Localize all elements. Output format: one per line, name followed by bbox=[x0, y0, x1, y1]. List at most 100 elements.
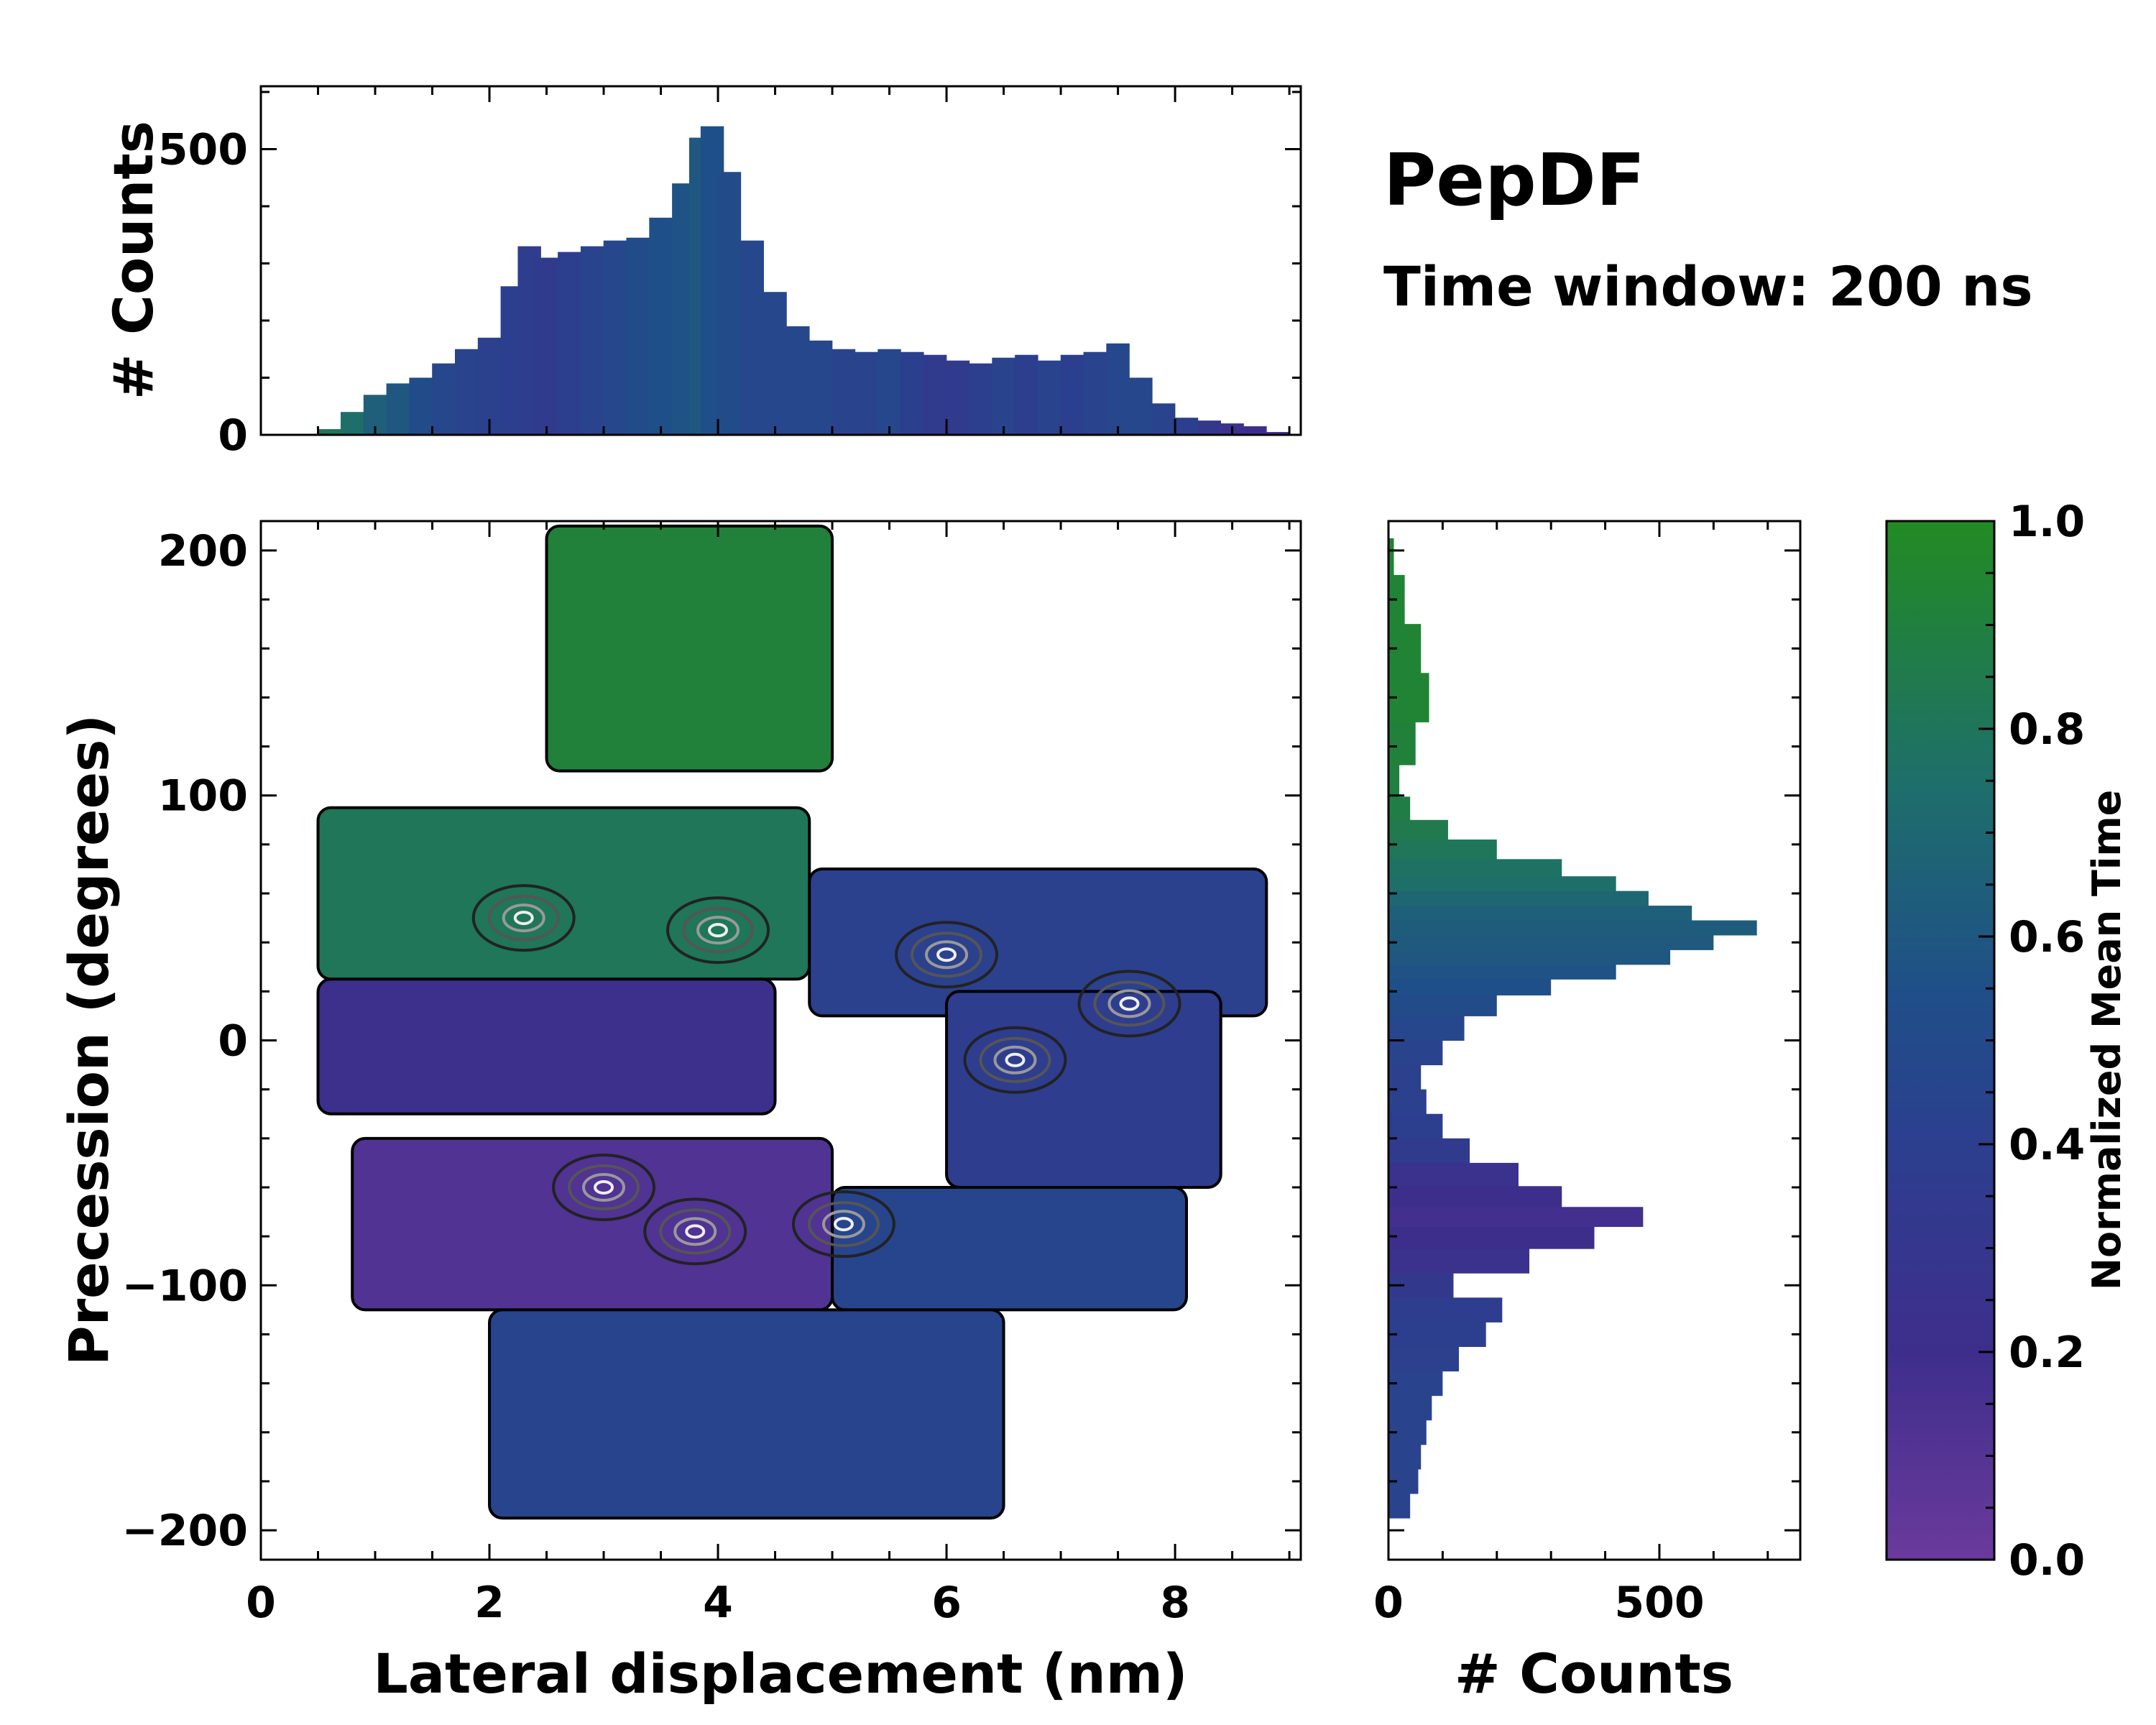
top-histogram-bar bbox=[1037, 360, 1061, 435]
main-y-tick-label: −200 bbox=[121, 1506, 248, 1556]
top-histogram-bar bbox=[854, 351, 878, 435]
colorbar-gradient bbox=[1885, 520, 1996, 1561]
main-y-tick-label: 100 bbox=[158, 771, 248, 822]
main-y-tick-labels: −200 −100 0 100 200 bbox=[121, 526, 248, 1556]
right-histogram-bar bbox=[1388, 920, 1757, 936]
right-histogram-bar bbox=[1388, 964, 1616, 980]
main-x-tick-labels: 0 2 4 6 8 bbox=[246, 1578, 1190, 1628]
top-histogram-bar bbox=[626, 237, 650, 435]
right-histogram-bar bbox=[1388, 1297, 1503, 1322]
main-x-tick-label: 6 bbox=[931, 1578, 962, 1628]
right-histogram-bar bbox=[1388, 1444, 1422, 1470]
density-peak-1-ring-1 bbox=[682, 907, 755, 954]
top-histogram-bar bbox=[992, 357, 1015, 435]
colorbar-ticks: 0.0 0.2 0.4 0.6 0.8 1.0 bbox=[1978, 497, 2085, 1586]
main-axes-frame bbox=[259, 520, 1302, 1561]
right-histogram-bar bbox=[1388, 1346, 1460, 1372]
density-peak-3-ring-1 bbox=[1093, 980, 1166, 1027]
right-axes-frame bbox=[1387, 520, 1802, 1561]
top-histogram-bar bbox=[1129, 377, 1153, 435]
top-axes-frame bbox=[259, 85, 1302, 436]
right-histogram-bar bbox=[1388, 949, 1671, 965]
right-histogram-bar bbox=[1388, 1162, 1519, 1187]
colorbar-tick-label: 0.6 bbox=[2009, 912, 2085, 962]
right-histogram-bar bbox=[1388, 1064, 1422, 1090]
density-peak-1-ring-0 bbox=[666, 896, 770, 965]
right-histogram-bar bbox=[1388, 1089, 1427, 1115]
main-x-axis-label: Lateral displacement (nm) bbox=[373, 1642, 1187, 1706]
top-histogram-bar bbox=[969, 363, 992, 435]
top-histogram-bar bbox=[808, 340, 833, 435]
top-histogram-panel: 0 500 # Counts bbox=[101, 85, 1302, 461]
density-peak-2-ring-1 bbox=[911, 932, 983, 978]
top-histogram-bar bbox=[763, 292, 787, 435]
top-histogram-bar bbox=[558, 252, 581, 435]
right-histogram-bar bbox=[1388, 1493, 1411, 1519]
right-histogram-bar bbox=[1388, 796, 1411, 821]
top-histogram-bar bbox=[1266, 432, 1290, 435]
right-histogram-bar bbox=[1388, 1371, 1443, 1397]
chart-title: PepDF bbox=[1383, 138, 1645, 222]
right-histogram-bar bbox=[1388, 934, 1714, 950]
top-histogram-bar bbox=[477, 337, 502, 435]
top-histogram-bar bbox=[1106, 343, 1130, 435]
top-y-tick-label: 500 bbox=[158, 124, 248, 175]
density-peak-5-ring-0 bbox=[643, 1197, 747, 1266]
top-histogram-bar bbox=[831, 349, 856, 435]
right-histogram-bar bbox=[1388, 1186, 1562, 1208]
chart-subtitle: Time window: 200 ns bbox=[1383, 254, 2033, 318]
density-peak-2-ring-3 bbox=[936, 947, 957, 962]
top-histogram-bar bbox=[923, 354, 947, 435]
top-histogram-bar bbox=[740, 240, 764, 435]
colorbar-label: Normalized Mean Time bbox=[2084, 790, 2129, 1290]
top-histogram-bar bbox=[432, 363, 456, 435]
density-peak-0-ring-1 bbox=[487, 895, 560, 942]
top-y-tick-label: 0 bbox=[218, 410, 248, 461]
right-histogram-bar bbox=[1388, 891, 1649, 906]
right-histogram-bar bbox=[1388, 979, 1552, 995]
top-histogram-bar bbox=[1197, 420, 1222, 435]
heatmap-region-lower-band-left bbox=[351, 1136, 834, 1312]
density-peak-2-ring-2 bbox=[925, 940, 969, 970]
right-histogram-panel: 0 500 # Counts bbox=[1373, 520, 1802, 1706]
density-peak-0-ring-3 bbox=[513, 911, 534, 926]
top-histogram-bar bbox=[900, 351, 924, 435]
heatmap-region-middle-band bbox=[316, 978, 777, 1116]
right-histogram-bar bbox=[1388, 1016, 1465, 1041]
main-y-axis-label: Precession (degrees) bbox=[57, 714, 121, 1366]
top-histogram-bar bbox=[340, 412, 364, 435]
heatmap-region-right-band bbox=[945, 990, 1222, 1189]
main-x-tick-label: 0 bbox=[246, 1578, 276, 1628]
top-histogram-bar bbox=[318, 429, 341, 435]
density-peak-5-ring-3 bbox=[685, 1224, 706, 1239]
density-peak-4-ring-3 bbox=[1005, 1052, 1026, 1067]
right-histogram-bar bbox=[1388, 1248, 1530, 1274]
top-histogram-bar bbox=[1174, 418, 1199, 435]
density-peak-3-ring-2 bbox=[1107, 989, 1151, 1018]
density-peak-2-ring-0 bbox=[895, 921, 999, 989]
top-y-axis-label: # Counts bbox=[101, 121, 165, 400]
density-peak-6-ring-3 bbox=[833, 1217, 854, 1232]
colorbar-panel: 0.0 0.2 0.4 0.6 0.8 1.0 Normalized Mean Time bbox=[1885, 497, 2129, 1586]
right-histogram-bar bbox=[1388, 1138, 1470, 1164]
density-contours bbox=[471, 884, 1181, 1266]
top-y-tick-labels: 0 500 bbox=[158, 124, 248, 461]
right-x-tick-label: 0 bbox=[1373, 1578, 1404, 1628]
colorbar-tick-label: 0.2 bbox=[2009, 1328, 2085, 1378]
density-peak-7-ring-1 bbox=[568, 1164, 640, 1210]
top-histogram-bar bbox=[877, 349, 901, 435]
density-peak-4-ring-2 bbox=[993, 1045, 1037, 1075]
heatmap-region-bottom-lobe bbox=[488, 1308, 1005, 1520]
heatmap-region-top-lobe bbox=[545, 524, 834, 773]
right-histogram-bars bbox=[1388, 538, 1757, 1519]
right-histogram-bar bbox=[1388, 876, 1616, 892]
main-heatmap-panel: 0 2 4 6 8 −200 −100 0 100 200 Lateral displaceme… bbox=[57, 520, 1302, 1706]
density-peak-7-ring-2 bbox=[582, 1172, 626, 1202]
density-peak-5-ring-1 bbox=[659, 1208, 732, 1255]
right-x-tick-labels: 0 500 bbox=[1373, 1578, 1704, 1628]
density-peak-0-ring-2 bbox=[502, 903, 545, 933]
main-y-tick-label: −100 bbox=[121, 1261, 248, 1311]
colorbar-tick-label: 0.0 bbox=[2009, 1535, 2085, 1586]
main-y-tick-label: 0 bbox=[218, 1016, 248, 1067]
top-histogram-bar bbox=[1083, 351, 1107, 435]
